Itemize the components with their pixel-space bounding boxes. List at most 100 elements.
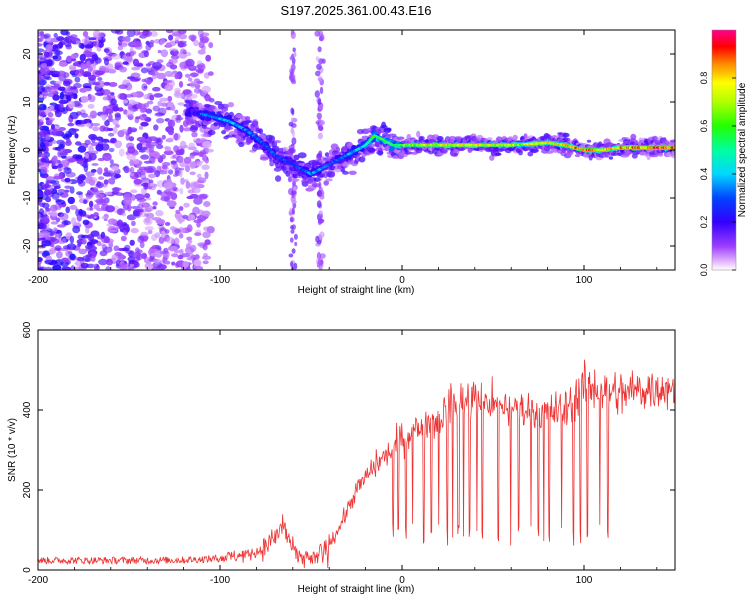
noise-blob — [174, 87, 181, 94]
noise-blob — [130, 227, 139, 234]
noise-blob — [174, 132, 179, 141]
noise-blob — [291, 224, 296, 230]
noise-blob — [165, 42, 172, 48]
noise-blob — [131, 128, 137, 133]
noise-blob — [117, 93, 126, 100]
noise-blob — [292, 47, 296, 53]
noise-blob — [105, 205, 115, 213]
noise-blob — [149, 70, 159, 76]
noise-blob — [183, 202, 190, 208]
ridge-halo — [436, 136, 444, 141]
noise-blob — [90, 239, 99, 245]
noise-blob — [146, 212, 155, 219]
noise-blob — [197, 49, 206, 55]
noise-blob — [196, 64, 204, 69]
noise-blob — [144, 205, 154, 213]
noise-blob — [185, 165, 190, 173]
noise-blob — [104, 191, 113, 195]
noise-blob — [186, 195, 194, 200]
noise-blob — [170, 104, 176, 111]
noise-blob — [164, 146, 172, 152]
noise-blob — [49, 230, 55, 237]
noise-blob — [127, 266, 133, 270]
ridge-halo — [404, 151, 413, 155]
noise-blob — [97, 41, 104, 48]
noise-blob — [188, 142, 196, 149]
noise-blob — [64, 40, 72, 48]
noise-blob — [110, 98, 117, 106]
noise-blob — [77, 176, 84, 184]
ridge-core-outer — [389, 146, 395, 152]
noise-blob — [38, 223, 47, 230]
noise-blob — [76, 160, 84, 165]
noise-blob — [186, 236, 193, 241]
noise-blob — [319, 253, 326, 259]
noise-blob — [103, 57, 110, 66]
y-tick-label: 0 — [22, 147, 33, 153]
noise-blob — [148, 156, 156, 164]
colorbar-tick-label: 0.2 — [699, 216, 709, 229]
ridge-halo — [323, 180, 330, 186]
ridge-halo — [207, 129, 216, 136]
colorbar-tick-label: 0.4 — [699, 168, 709, 181]
noise-blob — [74, 76, 81, 83]
noise-blob — [58, 143, 65, 149]
noise-blob — [104, 120, 110, 127]
noise-blob — [92, 82, 101, 86]
ridge-halo — [489, 154, 495, 161]
noise-blob — [49, 105, 54, 110]
noise-blob — [45, 176, 56, 182]
spectrogram-noise-field — [38, 30, 326, 270]
ridge-core-outer — [193, 106, 199, 112]
noise-blob — [76, 214, 83, 222]
colorbar-label: Normalized spectral amplitude — [737, 82, 748, 217]
noise-blob — [174, 73, 180, 80]
ridge-halo — [213, 121, 219, 127]
noise-blob — [87, 94, 96, 103]
noise-blob — [174, 237, 180, 245]
noise-blob — [88, 145, 94, 153]
noise-blob — [157, 100, 163, 107]
noise-blob — [108, 178, 114, 183]
noise-blob — [189, 153, 195, 159]
noise-blob — [205, 54, 212, 62]
noise-blob — [166, 137, 174, 143]
noise-blob — [94, 92, 104, 96]
ridge-halo — [512, 134, 518, 141]
noise-blob — [290, 117, 296, 123]
noise-blob — [63, 167, 70, 171]
noise-blob — [107, 229, 118, 233]
noise-blob — [126, 30, 136, 37]
noise-blob — [102, 153, 112, 161]
colorbar-tick-label: 0.6 — [699, 120, 709, 133]
noise-blob — [68, 100, 75, 109]
noise-blob — [290, 229, 295, 234]
noise-blob — [175, 149, 184, 156]
noise-blob — [168, 34, 174, 41]
noise-blob — [317, 132, 323, 140]
noise-blob — [178, 169, 183, 178]
noise-blob — [152, 206, 157, 210]
noise-blob — [196, 80, 204, 84]
noise-blob — [197, 177, 207, 184]
noise-blob — [66, 55, 73, 63]
noise-blob — [291, 137, 297, 145]
noise-blob — [290, 217, 294, 223]
ridge-halo — [227, 102, 235, 108]
noise-blob — [179, 124, 184, 133]
noise-blob — [101, 216, 109, 220]
noise-blob — [203, 253, 208, 258]
noise-blob — [317, 258, 324, 266]
noise-blob — [138, 211, 148, 218]
noise-blob — [149, 182, 155, 187]
noise-blob — [93, 40, 100, 48]
noise-blob — [102, 246, 113, 253]
noise-blob — [185, 73, 191, 78]
noise-blob — [105, 266, 111, 270]
noise-blob — [63, 220, 69, 226]
noise-blob — [117, 45, 124, 51]
noise-blob — [81, 71, 92, 77]
ridge-halo — [287, 176, 293, 183]
noise-blob — [174, 250, 180, 254]
